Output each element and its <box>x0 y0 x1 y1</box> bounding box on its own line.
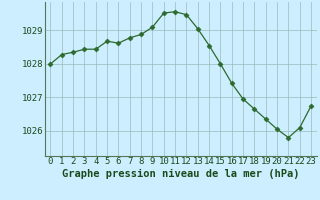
X-axis label: Graphe pression niveau de la mer (hPa): Graphe pression niveau de la mer (hPa) <box>62 169 300 179</box>
